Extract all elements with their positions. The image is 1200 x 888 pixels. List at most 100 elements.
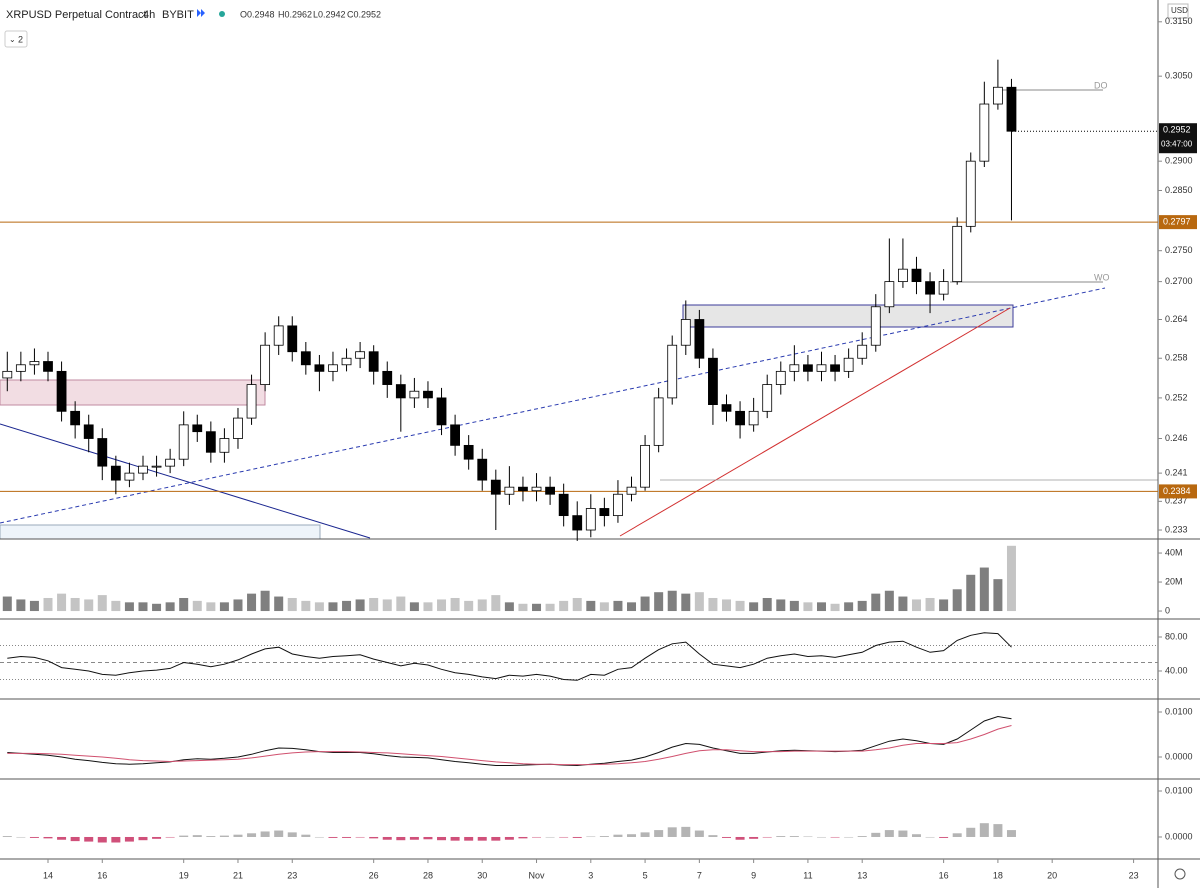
volume-bar xyxy=(165,602,175,612)
volume-bar xyxy=(274,596,284,612)
y-tick-label: 0.2900 xyxy=(1165,156,1193,166)
histogram-bar xyxy=(532,836,542,838)
histogram-bar xyxy=(138,836,148,841)
candle-body xyxy=(613,493,623,517)
volume-bar xyxy=(301,600,311,612)
volume-bar xyxy=(627,602,637,612)
candle-body xyxy=(314,364,325,372)
currency-box[interactable] xyxy=(1167,3,1189,19)
x-tick-label: 3 xyxy=(588,870,593,880)
volume-bar xyxy=(247,593,257,612)
candle-body xyxy=(56,370,67,412)
histogram-bar xyxy=(789,836,799,837)
candle-body xyxy=(775,370,786,385)
histogram-bar xyxy=(328,836,338,838)
histogram-bar xyxy=(369,836,379,839)
volume-bar xyxy=(287,597,297,612)
histogram-bar xyxy=(464,836,474,841)
exchange: BYBIT xyxy=(162,9,194,21)
histogram-bar xyxy=(301,834,311,837)
candle-body xyxy=(979,103,990,162)
x-tick-label: 30 xyxy=(477,870,487,880)
x-tick-label: 23 xyxy=(287,870,297,880)
histogram-bar xyxy=(613,834,623,837)
volume-bar xyxy=(654,592,664,612)
volume-bar xyxy=(97,595,107,612)
interval: 4h xyxy=(143,9,155,21)
trend-line xyxy=(0,287,1106,524)
volume-bar xyxy=(369,597,379,612)
candle-body xyxy=(15,364,26,372)
x-tick-label: 19 xyxy=(179,870,189,880)
y-tick-label: 0.3150 xyxy=(1165,16,1193,26)
candle-body xyxy=(436,397,447,426)
flag-icon xyxy=(197,9,205,17)
candle-body xyxy=(355,351,366,359)
histogram-bar xyxy=(816,836,826,838)
histogram-bar xyxy=(450,836,460,841)
candle-body xyxy=(680,319,691,346)
volume-bar xyxy=(830,603,840,612)
histogram-bar xyxy=(57,836,67,840)
candle-body xyxy=(599,508,610,517)
volume-bar xyxy=(314,602,324,612)
volume-bar xyxy=(477,599,487,612)
volume-bar xyxy=(857,600,867,612)
volume-bar xyxy=(898,596,908,612)
histogram-bar xyxy=(966,827,976,837)
countdown: 03:47:00 xyxy=(1161,139,1193,148)
ohlc-low: L0.2942 xyxy=(313,9,346,19)
candle-body xyxy=(382,370,393,385)
volume-bar xyxy=(382,599,392,612)
volume-bar xyxy=(84,599,94,612)
x-tick-label: Nov xyxy=(529,870,546,880)
volume-bar xyxy=(816,602,826,612)
histogram-bar xyxy=(803,836,813,838)
y-tick-label: 0.0000 xyxy=(1165,751,1193,761)
candle-body xyxy=(558,493,569,517)
histogram-bar xyxy=(911,834,921,837)
candle-body xyxy=(626,486,637,495)
histogram-bar xyxy=(192,835,202,837)
candle-body xyxy=(870,306,881,346)
indicator-line xyxy=(7,632,1012,681)
candle-body xyxy=(694,319,705,359)
candle-body xyxy=(490,479,501,495)
annotation: DO xyxy=(1094,80,1108,90)
x-tick-label: 13 xyxy=(857,870,867,880)
last-price: 0.2952 xyxy=(1163,125,1191,135)
candle-body xyxy=(925,281,935,295)
volume-bar xyxy=(16,599,26,612)
histogram-bar xyxy=(16,836,26,838)
histogram-bar xyxy=(667,827,677,837)
candle-body xyxy=(300,351,311,366)
volume-bar xyxy=(789,600,799,612)
volume-bar xyxy=(749,602,759,612)
volume-bar xyxy=(70,597,80,612)
x-tick-label: 23 xyxy=(1129,870,1139,880)
histogram-bar xyxy=(979,823,989,837)
histogram-bar xyxy=(599,836,609,837)
candle-body xyxy=(952,225,963,283)
volume-bar xyxy=(572,597,582,612)
histogram-bar xyxy=(477,836,487,841)
indicator-toggle[interactable] xyxy=(4,30,28,48)
candle-body xyxy=(341,357,352,366)
x-tick-label: 5 xyxy=(643,870,648,880)
candle-body xyxy=(423,390,433,399)
candle-body xyxy=(273,325,284,346)
y-tick-label: 0.2850 xyxy=(1165,185,1193,195)
candle-body xyxy=(463,444,474,460)
settings-icon[interactable] xyxy=(1174,868,1186,880)
x-tick-label: 16 xyxy=(97,870,107,880)
status-icon xyxy=(219,11,225,17)
histogram-bar xyxy=(776,836,786,837)
y-tick-label: 0.246 xyxy=(1165,433,1188,443)
histogram-bar xyxy=(233,834,243,837)
candle-body xyxy=(504,486,515,495)
histogram-bar xyxy=(572,836,582,838)
histogram-bar xyxy=(694,830,704,837)
candle-body xyxy=(789,364,800,372)
ohlc-open: O0.2948 xyxy=(240,9,275,19)
